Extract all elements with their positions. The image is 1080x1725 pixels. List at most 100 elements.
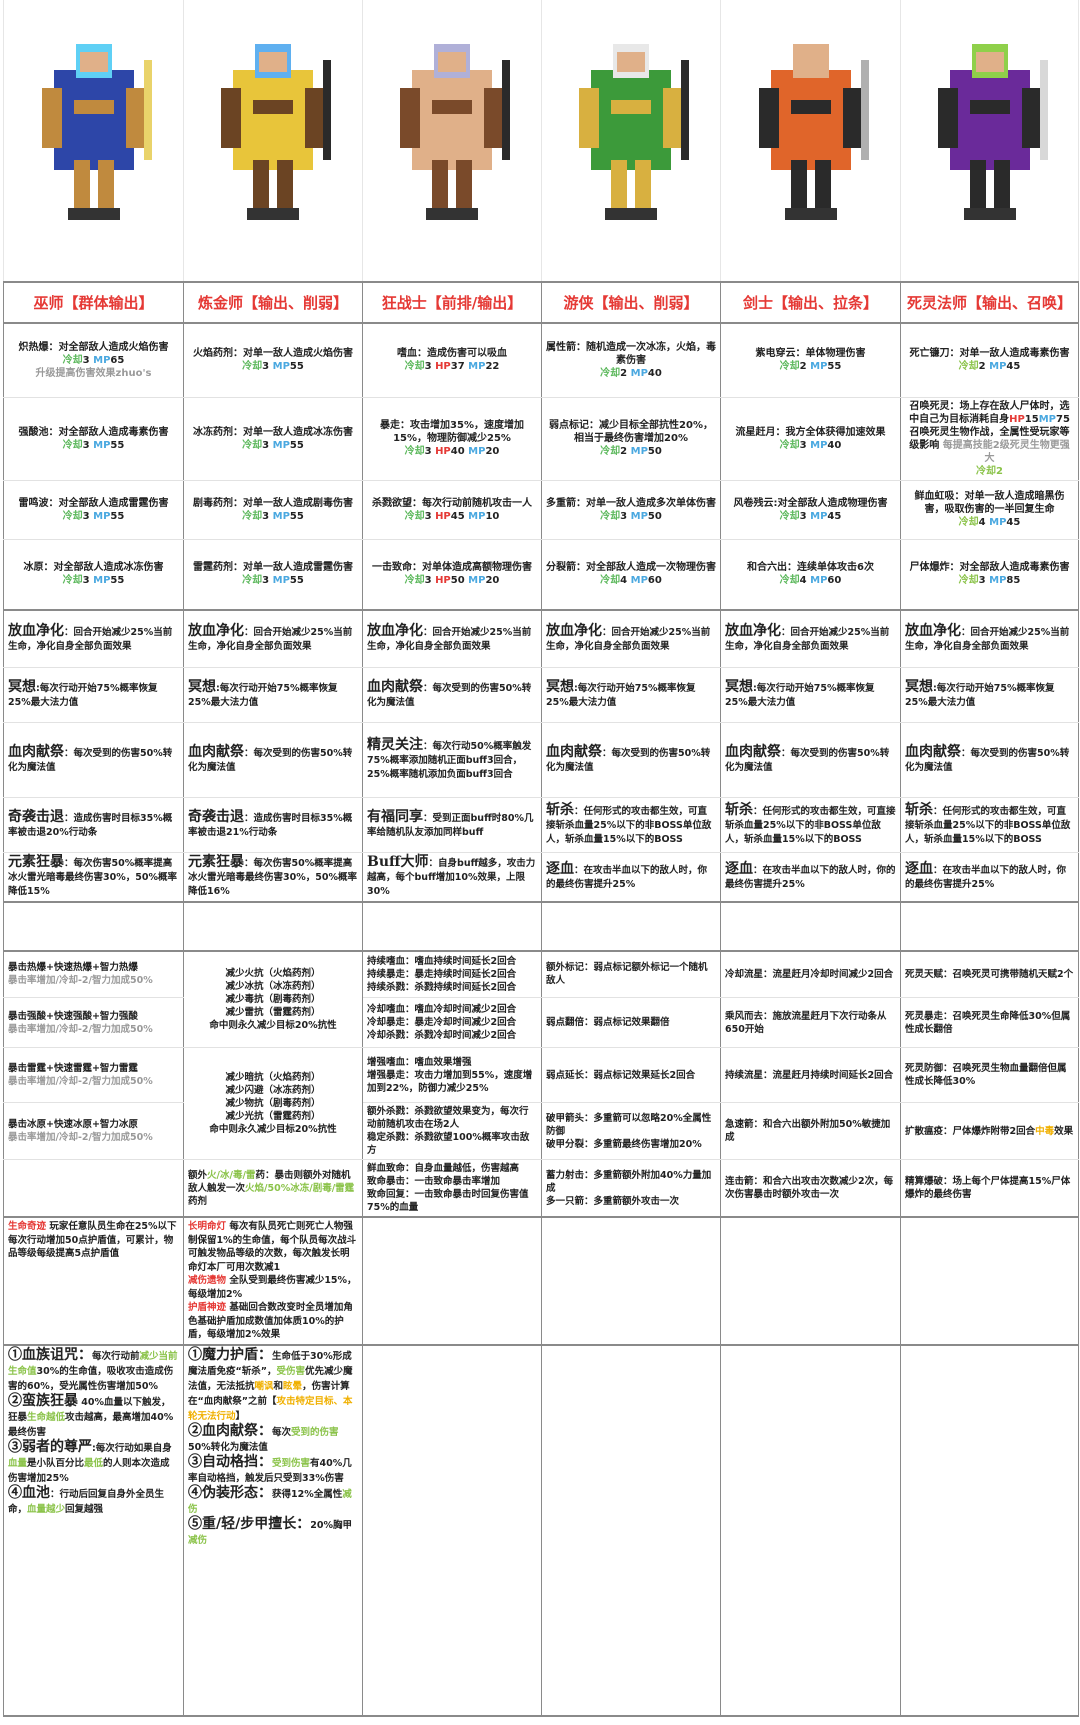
text-segment: 3 bbox=[978, 575, 990, 587]
text-segment: 每次有队员死亡则死亡人物强制保留1%的生命值，每个队员每次战斗可触发物品等级的次… bbox=[188, 1221, 357, 1273]
text-segment: ：每次行动50%概率触发75%概率添加随机正面buff3回合，25%概率随机添加… bbox=[367, 740, 532, 780]
skill-cell: 暴走：攻击增加35%，速度增加15%，物理防御减少25% 冷却3 HP40 MP2… bbox=[362, 396, 542, 481]
talent-row: 暴击强酸+快速强酸+智力强酸 暴击率增加/冷却-2/智力加成50% 冷却嗜血：嗜血冷… bbox=[3, 997, 1079, 1048]
item-cell: 长明命灯 每次有队员死亡则死亡人物强制保留1%的生命值，每个队员每次战斗可触发物… bbox=[183, 1216, 363, 1345]
skill-cell: 火焰药剂：对单一敌人造成火焰伤害 冷却3 MP55 bbox=[183, 322, 363, 398]
text-segment: ：回合开始减少25%当前生命，净化自身全部负面效果 bbox=[905, 626, 1070, 652]
text-segment: MP bbox=[272, 439, 290, 451]
text-line: 扩散瘟疫：尸体爆炸附带2回合中毒效果 bbox=[905, 1125, 1074, 1138]
text-segment: 4 bbox=[799, 575, 811, 587]
text-line: 元素狂暴：每次伤害50%概率提高冰火雷光暗毒最终伤害30%，50%概率降低16% bbox=[188, 855, 358, 899]
text-line: 剧毒药剂：对单一敌人造成剧毒伤害 bbox=[188, 497, 358, 510]
text-segment: MP bbox=[272, 510, 290, 522]
text-segment: 冷却 bbox=[958, 575, 979, 587]
class-name-header: 游侠【输出、削弱】 bbox=[541, 281, 721, 324]
sprite-weapon bbox=[143, 60, 152, 160]
text-segment: 持续暴走：暴走持续时间延长2回合 bbox=[367, 968, 517, 980]
text-segment: ：回合开始减少25%当前生命，净化自身全部负面效果 bbox=[8, 626, 173, 652]
sprite-belt bbox=[253, 100, 293, 114]
text-segment: ：自身buff越多，攻击力越高，每个buff增加10%效果，上限30% bbox=[367, 857, 536, 897]
text-segment: 持续流星：流星赶月持续时间延长2回合 bbox=[725, 1069, 894, 1081]
talent-row: 暴击热爆+快速热爆+智力热爆 暴击率增加/冷却-2/智力加成50% 减少火抗（火焰药… bbox=[3, 949, 1079, 1048]
text-line: 和合六出：连续单体攻击6次 bbox=[725, 561, 896, 574]
text-segment: 减伤 bbox=[188, 1488, 352, 1515]
talent-cell: 额外火/冰/毒/雷药：暴击则额外对随机敌人触发一次火焰/50%冰冻/剧毒/雷霆药… bbox=[183, 1159, 363, 1218]
text-line: 放血净化：回合开始减少25%当前生命，净化自身全部负面效果 bbox=[8, 624, 179, 654]
text-segment: 是小队百分比 bbox=[27, 1457, 85, 1469]
text-segment: 45 bbox=[1006, 361, 1021, 373]
empty-cell bbox=[183, 900, 363, 951]
skill-cell: 多重箭：对单一敌人造成多次单体伤害冷却3 MP50 bbox=[541, 479, 721, 540]
passive-row: 奇袭击退：造成伤害时目标35%概率被击退20%行动条 奇袭击退：造成伤害时目标35… bbox=[3, 796, 1079, 853]
text-segment: ：每次受到的伤害50%转化为魔法值 bbox=[546, 747, 711, 773]
text-segment: 获得12%全属性 bbox=[272, 1488, 343, 1500]
text-segment: 冰冻药剂：对单一敌人造成冰冻伤害 bbox=[193, 426, 353, 438]
text-segment: 15 bbox=[1024, 413, 1039, 425]
text-line: 斩杀：任何形式的攻击都生效，可直接斩杀血量25%以下的非BOSS单位敌人，斩杀血… bbox=[725, 803, 896, 847]
character-art-cell bbox=[900, 0, 1079, 283]
text-line: 暴击雷霆+快速雷霆+智力雷霆 bbox=[8, 1062, 179, 1075]
text-line: 强酸池：对全部敌人造成毒素伤害 bbox=[8, 426, 179, 439]
text-line: 冰原：对全部敌人造成冰冻伤害 bbox=[8, 561, 179, 574]
passive-cell: 有福同享：受到正面buff时80%几率给随机队友添加同样buff bbox=[362, 796, 542, 853]
text-segment: 眩晕 bbox=[283, 1380, 303, 1392]
entry-title: ③弱者的尊严 bbox=[8, 1438, 92, 1455]
text-segment: 多一只箭：多重箭额外攻击一次 bbox=[546, 1195, 680, 1207]
text-segment: 3 bbox=[262, 361, 273, 373]
text-line: 致命暴击：一击致命暴击率增加 bbox=[367, 1175, 537, 1188]
text-line: Buff大师：自身buff越多，攻击力越高，每个buff增加10%效果，上限30… bbox=[367, 855, 537, 899]
passive-cell: 奇袭击退：造成伤害时目标35%概率被击退20%行动条 bbox=[3, 796, 184, 853]
text-line: 急速箭：和合六出额外附加50%敏捷加成 bbox=[725, 1118, 896, 1144]
text-segment: 效果 bbox=[1054, 1125, 1074, 1137]
sprite-right-boot bbox=[273, 208, 299, 220]
item-cell bbox=[362, 1216, 542, 1345]
sprite-left-arm bbox=[758, 88, 779, 148]
text-line: 冷却3 MP45 bbox=[725, 510, 896, 523]
text-segment: 20 bbox=[485, 446, 500, 457]
text-segment: MP bbox=[810, 510, 828, 522]
text-line: 多重箭：对单一敌人造成多次单体伤害冷却3 MP50 bbox=[546, 497, 716, 523]
text-line: 冥想:每次行动开始75%概率恢复25%最大法力值 bbox=[8, 680, 179, 710]
entry-title: ③自动格挡： bbox=[188, 1453, 272, 1470]
passive-cell: 精灵关注：每次行动50%概率触发75%概率添加随机正面buff3回合，25%概率… bbox=[362, 721, 542, 798]
sprite-right-boot bbox=[989, 208, 1016, 220]
text-segment: ：任何形式的攻击都生效，可直接斩杀血量25%以下的非BOSS单位敌人，斩杀血量1… bbox=[546, 805, 712, 845]
text-segment: 45 bbox=[1006, 517, 1021, 528]
text-line: 暴走：攻击增加35%，速度增加15%，物理防御减少25% bbox=[367, 419, 537, 445]
text-line: 升级提高伤害效果zhuo's bbox=[8, 367, 179, 380]
passive-cell: 元素狂暴：每次伤害50%概率提高冰火雷光暗毒最终伤害30%，50%概率降低16% bbox=[183, 851, 363, 902]
text-line: 减少暗抗（火焰药剂） bbox=[188, 1071, 358, 1084]
bloodline-cell bbox=[900, 1343, 1079, 1717]
necromancer-sprite bbox=[937, 44, 1048, 220]
text-segment: 冷却 bbox=[242, 575, 263, 587]
text-segment: 22 bbox=[485, 361, 500, 373]
text-segment: 55 bbox=[110, 510, 125, 522]
sprite-face bbox=[975, 52, 1004, 72]
character-art-cell bbox=[541, 0, 721, 283]
sprite-right-arm bbox=[842, 88, 863, 148]
text-line: 暴击冰原+快速冰原+智力冰原 bbox=[8, 1118, 179, 1131]
text-line: 持续流星：流星赶月持续时间延长2回合 bbox=[725, 1069, 896, 1082]
text-segment: MP bbox=[810, 439, 828, 451]
text-segment: 3 bbox=[424, 361, 436, 373]
text-segment: 生命奇迹 bbox=[8, 1221, 47, 1232]
passive-cell: 放血净化：回合开始减少25%当前生命，净化自身全部负面效果 bbox=[362, 609, 542, 668]
text-segment: HP bbox=[435, 446, 451, 457]
text-segment: 增强暴走：攻击力增加到55%，速度增加到22%，防御力减少25% bbox=[367, 1069, 533, 1094]
skill-cell: 风卷残云:对全部敌人造成物理伤害 冷却3 MP45 bbox=[720, 479, 901, 540]
skill-cell: 和合六出：连续单体攻击6次 冷却4 MP60 bbox=[720, 538, 901, 611]
talent-cell: 冷却流星：流星赶月冷却时间减少2回合 bbox=[720, 949, 901, 998]
text-segment: 持续嗜血：嗜血持续时间延长2回合 bbox=[367, 955, 517, 967]
text-segment: 冷却暴走：暴走冷却时间减少2回合 bbox=[367, 1017, 517, 1028]
sprite-right-leg bbox=[993, 160, 1010, 212]
passive-cell: 斩杀：任何形式的攻击都生效，可直接斩杀血量25%以下的非BOSS单位敌人，斩杀血… bbox=[900, 796, 1079, 853]
character-art-cell bbox=[183, 0, 363, 283]
text-line: 鲜血致命：自身血量越低，伤害越高 bbox=[367, 1162, 537, 1175]
skill-cell: 流星赶月：我方全体获得加速效果 冷却3 MP40 bbox=[720, 396, 901, 481]
text-line: 一击致命：对单体造成高额物理伤害 bbox=[367, 561, 537, 574]
text-line: 死灵暴走：召唤死灵生命降低30%但属性成长翻倍 bbox=[905, 1010, 1074, 1036]
bloodline-cell: ①魔力护盾：生命低于30%形成魔法盾免疫“斩杀”，受伤害优先减少魔法值，无法抵抗… bbox=[183, 1343, 363, 1717]
text-segment: 】 bbox=[235, 1410, 246, 1422]
text-segment: 2 bbox=[978, 361, 990, 373]
text-segment: 血量越少 bbox=[27, 1503, 66, 1515]
